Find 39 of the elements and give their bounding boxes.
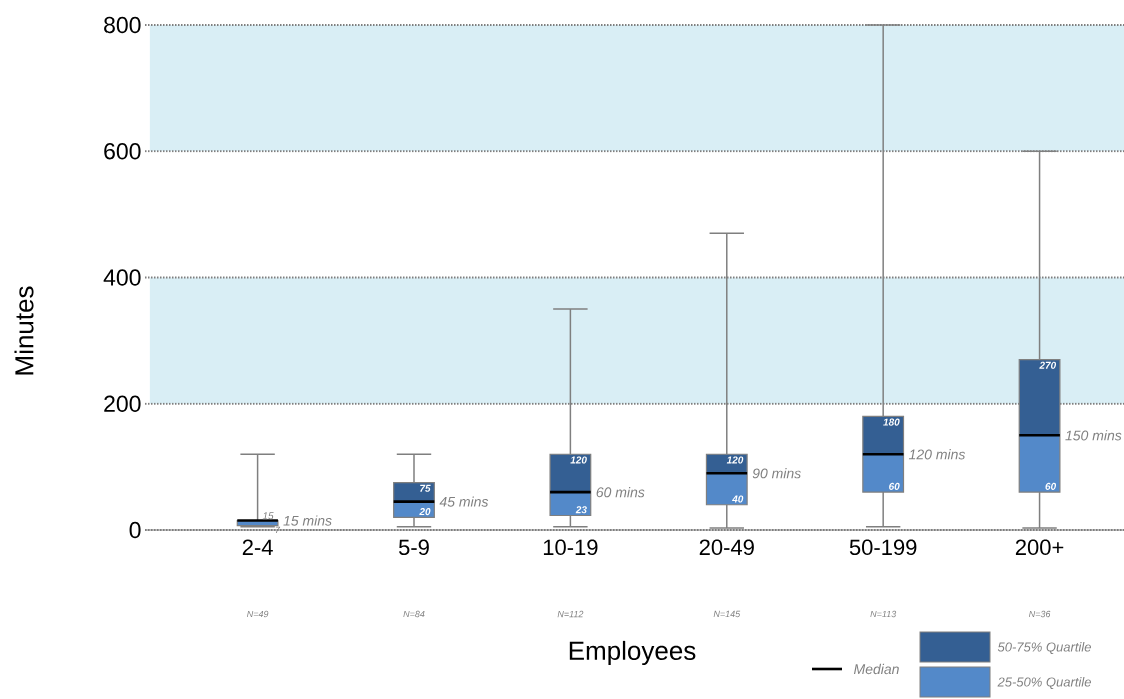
annotation: 15 xyxy=(262,512,274,520)
annotation: 120 xyxy=(570,456,587,464)
text: 50-75% Quartile xyxy=(997,642,1091,654)
annotation: 90 mins xyxy=(752,468,801,479)
text: N=36 xyxy=(1028,610,1051,618)
annotation: 45 mins xyxy=(439,496,489,507)
x-tick-label: 10-19 xyxy=(543,539,598,556)
annotation: 180 xyxy=(883,418,900,426)
text: N=113 xyxy=(870,610,897,618)
y-tick-label: 0 xyxy=(129,521,141,539)
annotation: 60 mins xyxy=(596,486,645,498)
annotation: 270 xyxy=(1039,361,1057,369)
annotation: 120 mins xyxy=(908,449,966,460)
annotation: 75 xyxy=(420,484,431,492)
annotation: 40 xyxy=(732,495,744,503)
x-tick-label: 200+ xyxy=(1015,539,1064,556)
x-tick-label: 50-199 xyxy=(849,539,917,556)
y-tick-label: 400 xyxy=(103,269,141,286)
y-tick-label: 200 xyxy=(104,395,141,412)
text: N=49 xyxy=(247,610,269,618)
y-tick-label: 800 xyxy=(104,16,141,34)
text: N=145 xyxy=(713,610,741,618)
annotation: 23 xyxy=(575,506,587,514)
text: N=84 xyxy=(403,610,425,618)
annotation: 20 xyxy=(419,508,431,516)
text: N=112 xyxy=(557,610,584,618)
y-axis-title: Minutes xyxy=(14,286,34,375)
annotation: 60 xyxy=(889,482,900,490)
x-tick-label: 20-49 xyxy=(699,539,754,556)
annotation: 60 xyxy=(1045,482,1057,490)
x-tick-label: 5-9 xyxy=(398,539,429,556)
text: 25-50% Quartile xyxy=(997,677,1091,689)
x-axis-title: Employees xyxy=(569,640,696,666)
text: Median xyxy=(853,663,899,675)
x-tick-label: 2-4 xyxy=(242,539,273,555)
annotation: 150 mins xyxy=(1065,430,1122,441)
annotation: 120 xyxy=(726,456,744,464)
annotation: 15 mins xyxy=(283,515,332,526)
y-tick-label: 600 xyxy=(104,143,141,160)
